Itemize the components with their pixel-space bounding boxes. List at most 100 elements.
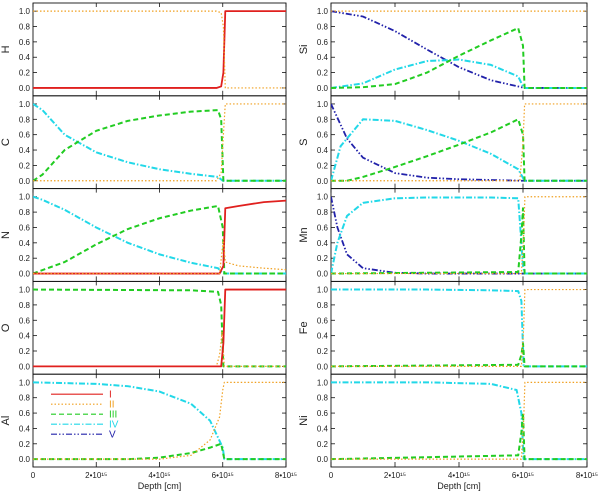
y-tick-label: 0.0	[19, 177, 31, 186]
series-line-si-iii	[331, 27, 587, 89]
y-tick-label: 0.2	[317, 161, 329, 170]
panel-c: 0.0 0.2 0.4 0.6 0.8 1.0 C	[0, 95, 287, 190]
series-line-mn-iv	[331, 196, 587, 275]
y-tick-label: 0.4	[317, 146, 329, 155]
y-tick-label: 0.8	[317, 394, 329, 403]
x-tick-label: 0	[329, 471, 334, 480]
x-tick-label: 2•10¹⁵	[85, 471, 107, 480]
series-line-mn-v	[331, 196, 587, 275]
legend-label-ii: II	[109, 400, 115, 411]
legend-label-iii: III	[109, 410, 117, 421]
panel-n: 0.0 0.2 0.4 0.6 0.8 1.0 N	[0, 188, 287, 282]
y-tick-label: 0.4	[19, 239, 31, 248]
series-line-s-iii	[331, 118, 587, 182]
panel-ylabel: N	[0, 231, 12, 239]
panel-ylabel: O	[0, 323, 12, 332]
y-tick-label: 0.2	[19, 161, 31, 170]
panel-frame	[330, 373, 588, 468]
panel-si: 0.0 0.2 0.4 0.6 0.8 1.0 Si	[298, 2, 588, 97]
y-tick-label: 1.0	[19, 378, 31, 387]
series-line-n-iv	[33, 195, 286, 275]
y-tick-label: 0.8	[19, 23, 31, 32]
y-tick-label: 0.8	[317, 301, 329, 310]
y-tick-label: 0.6	[317, 38, 329, 47]
y-tick-label: 0.6	[317, 131, 329, 140]
panel-ylabel: Al	[0, 416, 12, 426]
series-line-o-ii	[33, 331, 286, 367]
series-line-ni-ii	[331, 381, 587, 460]
y-tick-label: 0.0	[19, 362, 31, 371]
panel-frame	[32, 188, 287, 282]
series-line-al-iii	[33, 442, 286, 461]
panel-mn: 0.0 0.2 0.4 0.6 0.8 1.0 Mn	[298, 188, 588, 282]
y-tick-label: 0.4	[19, 53, 31, 62]
y-tick-label: 1.0	[317, 193, 329, 202]
series-line-n-ii	[33, 238, 286, 275]
y-tick-label: 0.6	[19, 316, 31, 325]
series-line-ni-iv	[331, 381, 587, 461]
y-tick-label: 0.2	[317, 69, 329, 78]
y-tick-label: 1.0	[19, 286, 31, 295]
y-tick-label: 0.0	[317, 455, 329, 464]
y-tick-label: 1.0	[317, 7, 329, 16]
x-tick-label: 6•10¹⁵	[212, 471, 234, 480]
panel-frame	[32, 95, 287, 190]
y-tick-label: 0.0	[317, 177, 329, 186]
y-tick-label: 0.8	[19, 208, 31, 217]
panel-frame	[32, 373, 287, 468]
series-line-s-v	[331, 103, 587, 182]
panel-ni: 0.0 0.2 0.4 0.6 0.8 1.0 Ni 0 2•10¹⁵ 4•10¹⁵ 6•10¹⁵ 8…	[298, 373, 598, 491]
y-tick-label: 0.8	[19, 301, 31, 310]
y-tick-label: 0.8	[317, 208, 329, 217]
series-line-h-i	[33, 10, 286, 89]
y-tick-label: 0.4	[317, 424, 329, 433]
y-tick-label: 0.6	[317, 409, 329, 418]
panel-frame	[330, 2, 588, 97]
y-tick-label: 0.0	[19, 455, 31, 464]
y-tick-label: 0.4	[317, 53, 329, 62]
panel-h: 0.0 0.2 0.4 0.6 0.8 1.0 H	[0, 2, 287, 97]
panel-al: 0.0 0.2 0.4 0.6 0.8 1.0 Al 0 2•10¹⁵ 4•10¹⁵ 6•10¹⁵ 8…	[0, 373, 297, 491]
y-tick-label: 0.6	[317, 316, 329, 325]
y-tick-label: 0.8	[317, 115, 329, 124]
x-tick-label: 2•10¹⁵	[384, 471, 406, 480]
y-tick-label: 0.2	[19, 347, 31, 356]
series-line-fe-iv	[331, 288, 587, 368]
series-line-o-iii	[33, 288, 286, 368]
y-tick-label: 1.0	[317, 286, 329, 295]
x-tick-label: 6•10¹⁵	[512, 471, 534, 480]
series-line-s-iv	[331, 118, 587, 182]
series-line-c-iii	[33, 109, 286, 182]
x-tick-label: 4•10¹⁵	[448, 471, 470, 480]
y-tick-label: 0.8	[19, 394, 31, 403]
y-tick-label: 0.4	[19, 332, 31, 341]
y-tick-label: 0.6	[19, 409, 31, 418]
panel-ylabel: S	[298, 139, 310, 146]
y-tick-label: 0.0	[19, 84, 31, 93]
panel-frame	[32, 280, 287, 375]
series-line-si-iv	[331, 58, 587, 89]
x-tick-label: 8•10¹⁵	[275, 471, 297, 480]
x-axis-label: Depth [cm]	[437, 481, 481, 491]
y-tick-label: 0.4	[317, 239, 329, 248]
y-tick-label: 0.6	[19, 38, 31, 47]
y-tick-label: 0.8	[19, 115, 31, 124]
panel-frame	[330, 280, 588, 375]
panel-s: 0.0 0.2 0.4 0.6 0.8 1.0 S	[298, 95, 588, 190]
panel-ylabel: Mn	[298, 227, 310, 242]
legend-label-i: I	[109, 390, 112, 401]
series-line-s-ii	[331, 103, 587, 182]
y-tick-label: 0.0	[317, 270, 329, 279]
x-tick-label: 8•10¹⁵	[576, 471, 598, 480]
y-tick-label: 0.2	[19, 440, 31, 449]
panel-frame	[32, 2, 287, 97]
y-tick-label: 0.6	[19, 223, 31, 232]
series-line-n-i	[33, 199, 286, 275]
y-tick-label: 0.8	[317, 23, 329, 32]
y-tick-label: 0.0	[19, 270, 31, 279]
series-line-fe-ii	[331, 288, 587, 367]
series-line-si-v	[331, 10, 587, 89]
series-line-n-iii	[33, 204, 286, 275]
